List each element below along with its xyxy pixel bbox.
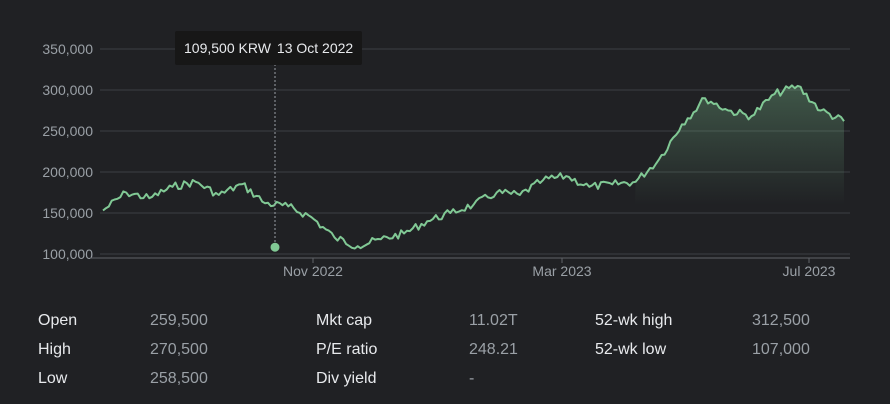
stat-value-mkt-cap: 11.02T xyxy=(469,312,518,329)
stat-label-div-yield: Div yield xyxy=(316,370,377,387)
stat-label-pe-ratio: P/E ratio xyxy=(316,341,378,358)
stat-value-low: 258,500 xyxy=(150,370,208,387)
stat-value-open: 259,500 xyxy=(150,312,208,329)
price-chart[interactable]: 350,000 300,000 250,000 200,000 150,000 100,0… xyxy=(0,0,890,300)
stat-label-52wk-high: 52-wk high xyxy=(595,312,673,329)
y-tick-label: 300,000 xyxy=(42,82,93,98)
stat-label-open: Open xyxy=(38,312,78,329)
chart-gridlines xyxy=(100,48,850,255)
hover-point xyxy=(270,242,280,252)
y-tick-label: 100,000 xyxy=(42,246,93,262)
y-tick-label: 350,000 xyxy=(42,41,93,57)
stat-label-low: Low xyxy=(38,370,68,387)
stat-value-52wk-high: 312,500 xyxy=(752,312,810,329)
x-axis: Nov 2022 Mar 2023 Jul 2023 xyxy=(283,258,836,279)
stat-value-high: 270,500 xyxy=(150,341,208,358)
stat-value-52wk-low: 107,000 xyxy=(752,341,810,358)
y-axis: 350,000 300,000 250,000 200,000 150,000 100,0… xyxy=(42,41,93,262)
tooltip-price: 109,500 KRW xyxy=(184,40,271,56)
y-tick-label: 200,000 xyxy=(42,164,93,180)
x-tick-label: Jul 2023 xyxy=(783,263,836,279)
price-line xyxy=(102,84,845,250)
x-tick-label: Mar 2023 xyxy=(532,263,591,279)
y-tick-label: 250,000 xyxy=(42,123,93,139)
price-tooltip: 109,500 KRW 13 Oct 2022 xyxy=(175,31,363,65)
stat-label-high: High xyxy=(38,341,71,358)
stat-label-52wk-low: 52-wk low xyxy=(595,341,667,358)
x-tick-label: Nov 2022 xyxy=(283,263,343,279)
stat-value-pe-ratio: 248.21 xyxy=(469,341,518,358)
price-area xyxy=(635,85,844,205)
stat-label-mkt-cap: Mkt cap xyxy=(316,312,373,329)
key-stats: Open 259,500 High 270,500 Low 258,500 Mk… xyxy=(0,306,890,396)
y-tick-label: 150,000 xyxy=(42,205,93,221)
stat-value-div-yield: - xyxy=(469,370,475,387)
tooltip-date: 13 Oct 2022 xyxy=(276,40,354,56)
